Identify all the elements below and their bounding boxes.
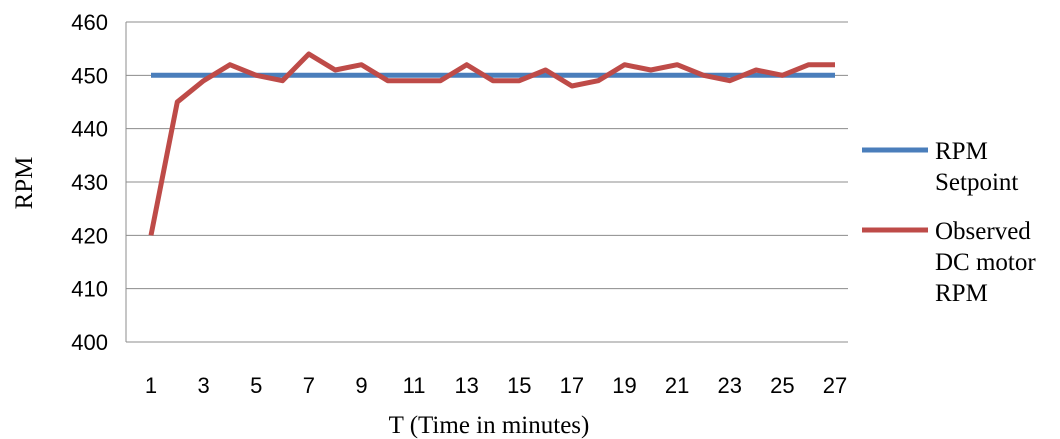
x-tick-label: 11 xyxy=(403,373,426,398)
x-tick-label: 21 xyxy=(665,373,689,398)
y-tick-label: 400 xyxy=(71,330,108,355)
y-tick-labels: 400 410 420 430 440 450 460 xyxy=(71,10,108,355)
x-tick-label: 3 xyxy=(197,373,209,398)
x-tick-label: 1 xyxy=(145,373,157,398)
y-tick-label: 440 xyxy=(71,117,108,142)
x-tick-label: 23 xyxy=(718,373,742,398)
legend-label: RPM xyxy=(935,280,988,307)
legend-label: Observed xyxy=(935,218,1031,245)
x-tick-label: 5 xyxy=(250,373,262,398)
y-tick-label: 460 xyxy=(71,10,108,35)
axes xyxy=(125,22,848,343)
legend-label: Setpoint xyxy=(935,169,1018,196)
legend: RPM Setpoint Observed DC motor RPM xyxy=(862,138,1036,307)
y-axis-title: RPM xyxy=(11,157,38,210)
x-tick-labels: 1 3 5 7 9 11 13 15 17 19 21 23 25 27 xyxy=(145,373,847,398)
y-tick-label: 410 xyxy=(71,277,108,302)
x-axis-title: T (Time in minutes) xyxy=(389,412,590,439)
series-line-observed-rpm xyxy=(148,51,835,236)
y-tick-label: 450 xyxy=(71,63,108,88)
x-tick-label: 27 xyxy=(823,373,847,398)
x-tick-label: 13 xyxy=(454,373,478,398)
y-tick-label: 420 xyxy=(71,223,108,248)
y-tick-label: 430 xyxy=(71,170,108,195)
legend-label: DC motor xyxy=(935,249,1036,276)
x-tick-label: 9 xyxy=(355,373,367,398)
x-tick-label: 19 xyxy=(612,373,636,398)
gridlines xyxy=(126,21,848,290)
x-tick-label: 17 xyxy=(560,373,584,398)
x-tick-label: 7 xyxy=(303,373,315,398)
series-lines xyxy=(148,51,835,236)
x-tick-label: 15 xyxy=(507,373,531,398)
x-tick-label: 25 xyxy=(770,373,794,398)
legend-label: RPM xyxy=(935,138,988,165)
